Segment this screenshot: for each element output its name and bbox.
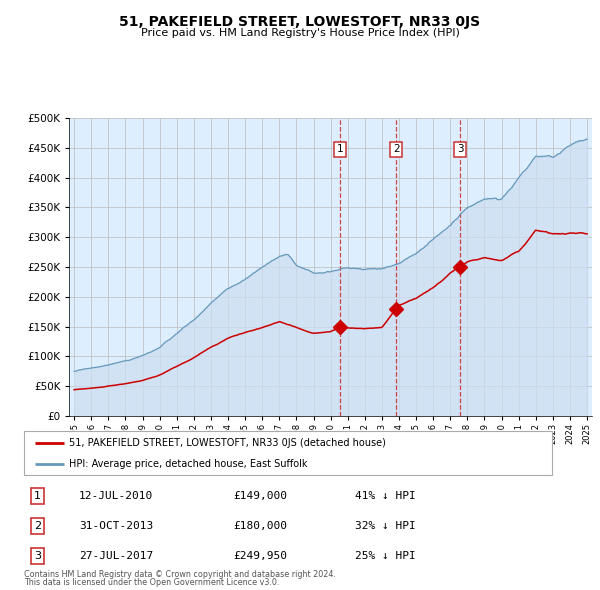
- Text: 27-JUL-2017: 27-JUL-2017: [79, 551, 154, 561]
- Text: £149,000: £149,000: [234, 491, 288, 502]
- Text: 51, PAKEFIELD STREET, LOWESTOFT, NR33 0JS: 51, PAKEFIELD STREET, LOWESTOFT, NR33 0J…: [119, 15, 481, 30]
- Text: 25% ↓ HPI: 25% ↓ HPI: [355, 551, 416, 561]
- Text: 3: 3: [34, 551, 41, 561]
- Text: 12-JUL-2010: 12-JUL-2010: [79, 491, 154, 502]
- Text: Contains HM Land Registry data © Crown copyright and database right 2024.: Contains HM Land Registry data © Crown c…: [24, 570, 336, 579]
- Text: HPI: Average price, detached house, East Suffolk: HPI: Average price, detached house, East…: [69, 459, 307, 469]
- Text: 2: 2: [34, 522, 41, 531]
- FancyBboxPatch shape: [24, 431, 552, 475]
- Text: 32% ↓ HPI: 32% ↓ HPI: [355, 522, 416, 531]
- Text: £180,000: £180,000: [234, 522, 288, 531]
- Text: 2: 2: [393, 145, 400, 154]
- Text: 1: 1: [34, 491, 41, 502]
- Text: Price paid vs. HM Land Registry's House Price Index (HPI): Price paid vs. HM Land Registry's House …: [140, 28, 460, 38]
- Text: This data is licensed under the Open Government Licence v3.0.: This data is licensed under the Open Gov…: [24, 578, 280, 587]
- Text: 51, PAKEFIELD STREET, LOWESTOFT, NR33 0JS (detached house): 51, PAKEFIELD STREET, LOWESTOFT, NR33 0J…: [69, 438, 386, 448]
- Text: 3: 3: [457, 145, 463, 154]
- Text: £249,950: £249,950: [234, 551, 288, 561]
- Text: 41% ↓ HPI: 41% ↓ HPI: [355, 491, 416, 502]
- Text: 31-OCT-2013: 31-OCT-2013: [79, 522, 154, 531]
- Text: 1: 1: [337, 145, 343, 154]
